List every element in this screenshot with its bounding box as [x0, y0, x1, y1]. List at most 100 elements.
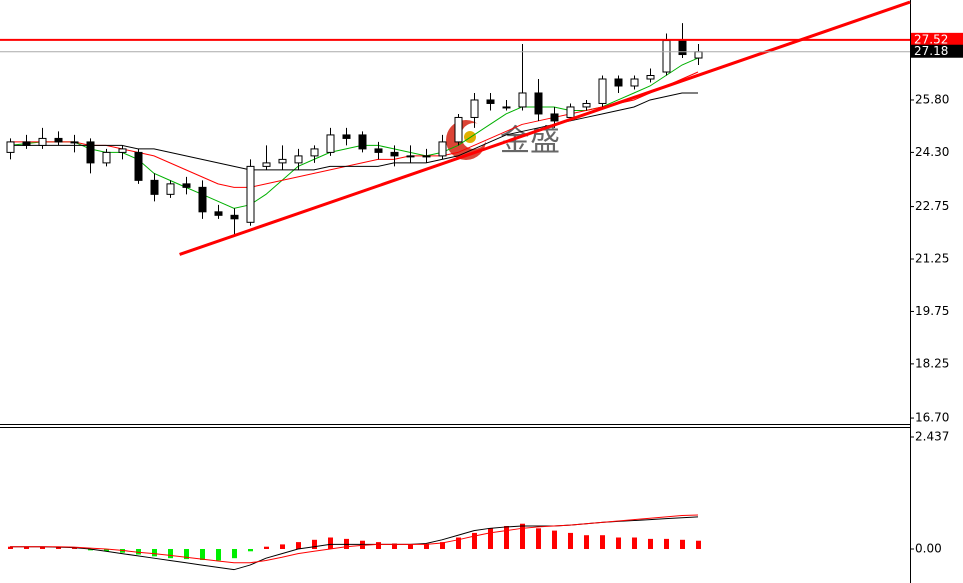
histogram-bar: [296, 542, 301, 549]
histogram-bar: [184, 548, 189, 560]
histogram-bar: [536, 528, 541, 549]
price-label: 27.18: [914, 44, 948, 58]
candle-body: [470, 99, 479, 118]
candle-body: [614, 78, 623, 87]
histogram-bar: [456, 537, 461, 549]
candle-body: [694, 51, 703, 59]
candle-body: [550, 113, 559, 122]
histogram-bar: [568, 532, 573, 549]
candle-body: [582, 102, 591, 108]
candle-body: [310, 148, 319, 157]
line-series: [9, 57, 699, 209]
candle-body: [166, 183, 175, 195]
histogram-bar: [40, 546, 45, 549]
candle-body: [630, 78, 639, 87]
histogram-bar: [136, 548, 141, 555]
candle-body: [6, 141, 15, 153]
histogram-bar: [216, 548, 221, 561]
histogram-bar: [72, 548, 77, 549]
candle-body: [534, 92, 543, 115]
trendline: [179, 0, 911, 256]
histogram-bar: [584, 535, 589, 549]
histogram-bar: [104, 548, 109, 552]
candle-body: [406, 155, 415, 158]
candle-body: [246, 165, 255, 223]
candle-body: [358, 134, 367, 150]
histogram-bar: [88, 548, 93, 551]
y-tick-label: 25.80: [915, 92, 949, 106]
histogram-bar: [552, 530, 557, 549]
candle-body: [150, 179, 159, 195]
candle-body: [422, 155, 431, 158]
histogram-bar: [328, 537, 333, 549]
histogram-bar: [648, 538, 653, 549]
y-tick-label: 0.00: [915, 541, 942, 555]
candle-body: [22, 141, 31, 146]
candle-body: [486, 99, 495, 104]
candle-body: [374, 148, 383, 153]
candle-body: [662, 40, 671, 73]
histogram-bar: [152, 548, 157, 557]
y-tick-label: 18.25: [915, 356, 949, 370]
histogram-bar: [696, 540, 701, 549]
candle-body: [598, 78, 607, 104]
histogram-bar: [8, 546, 13, 549]
candle-body: [70, 141, 79, 144]
candle-body: [102, 151, 111, 164]
histogram-bar: [440, 542, 445, 549]
candle-body: [678, 40, 687, 56]
histogram-bar: [248, 548, 253, 552]
line-series: [10, 514, 699, 564]
line-series: [10, 92, 698, 171]
candle-body: [278, 158, 287, 164]
candle-body: [214, 211, 223, 216]
candle-body: [38, 137, 47, 146]
candle-body: [518, 92, 527, 108]
y-tick-label: 24.30: [915, 145, 949, 159]
histogram-bar: [56, 547, 61, 549]
candle-body: [118, 148, 127, 153]
candle-body: [134, 151, 143, 181]
histogram-bar: [168, 548, 173, 559]
y-tick-label: 2.437: [915, 430, 949, 444]
histogram-bar: [488, 528, 493, 549]
histogram-bar: [520, 523, 525, 549]
candle-body: [342, 134, 351, 139]
y-tick-label: 22.75: [915, 199, 949, 213]
candle-body: [182, 183, 191, 188]
histogram-bar: [600, 535, 605, 549]
histogram-bar: [472, 532, 477, 549]
price-label-box: [911, 32, 963, 46]
histogram-bar: [632, 537, 637, 549]
candle-body: [294, 155, 303, 164]
candle-body: [646, 75, 655, 80]
histogram-bar: [312, 539, 317, 549]
histogram-bar: [664, 538, 669, 549]
price-label-box: [911, 44, 963, 58]
histogram-bar: [616, 537, 621, 549]
candle-body: [454, 116, 463, 143]
candle-body: [502, 106, 511, 109]
histogram-bar: [680, 539, 685, 549]
candle-body: [54, 137, 63, 143]
y-tick-label: 16.70: [915, 411, 949, 425]
histogram-bar: [504, 526, 509, 549]
candle-body: [262, 162, 271, 167]
histogram-bar: [232, 548, 237, 559]
histogram-bar: [280, 544, 285, 549]
candle-body: [198, 186, 207, 213]
candle-body: [390, 151, 399, 157]
price-label: 27.52: [914, 32, 948, 46]
candle-body: [438, 141, 447, 157]
histogram-bar: [24, 546, 29, 549]
histogram-bar: [408, 544, 413, 549]
histogram-bar: [376, 542, 381, 549]
y-tick-label: 21.25: [915, 252, 949, 266]
candle-body: [86, 141, 95, 164]
candle-body: [326, 134, 335, 153]
histogram-bar: [200, 548, 205, 561]
candle-body: [230, 214, 239, 220]
y-tick-label: 19.75: [915, 304, 949, 318]
